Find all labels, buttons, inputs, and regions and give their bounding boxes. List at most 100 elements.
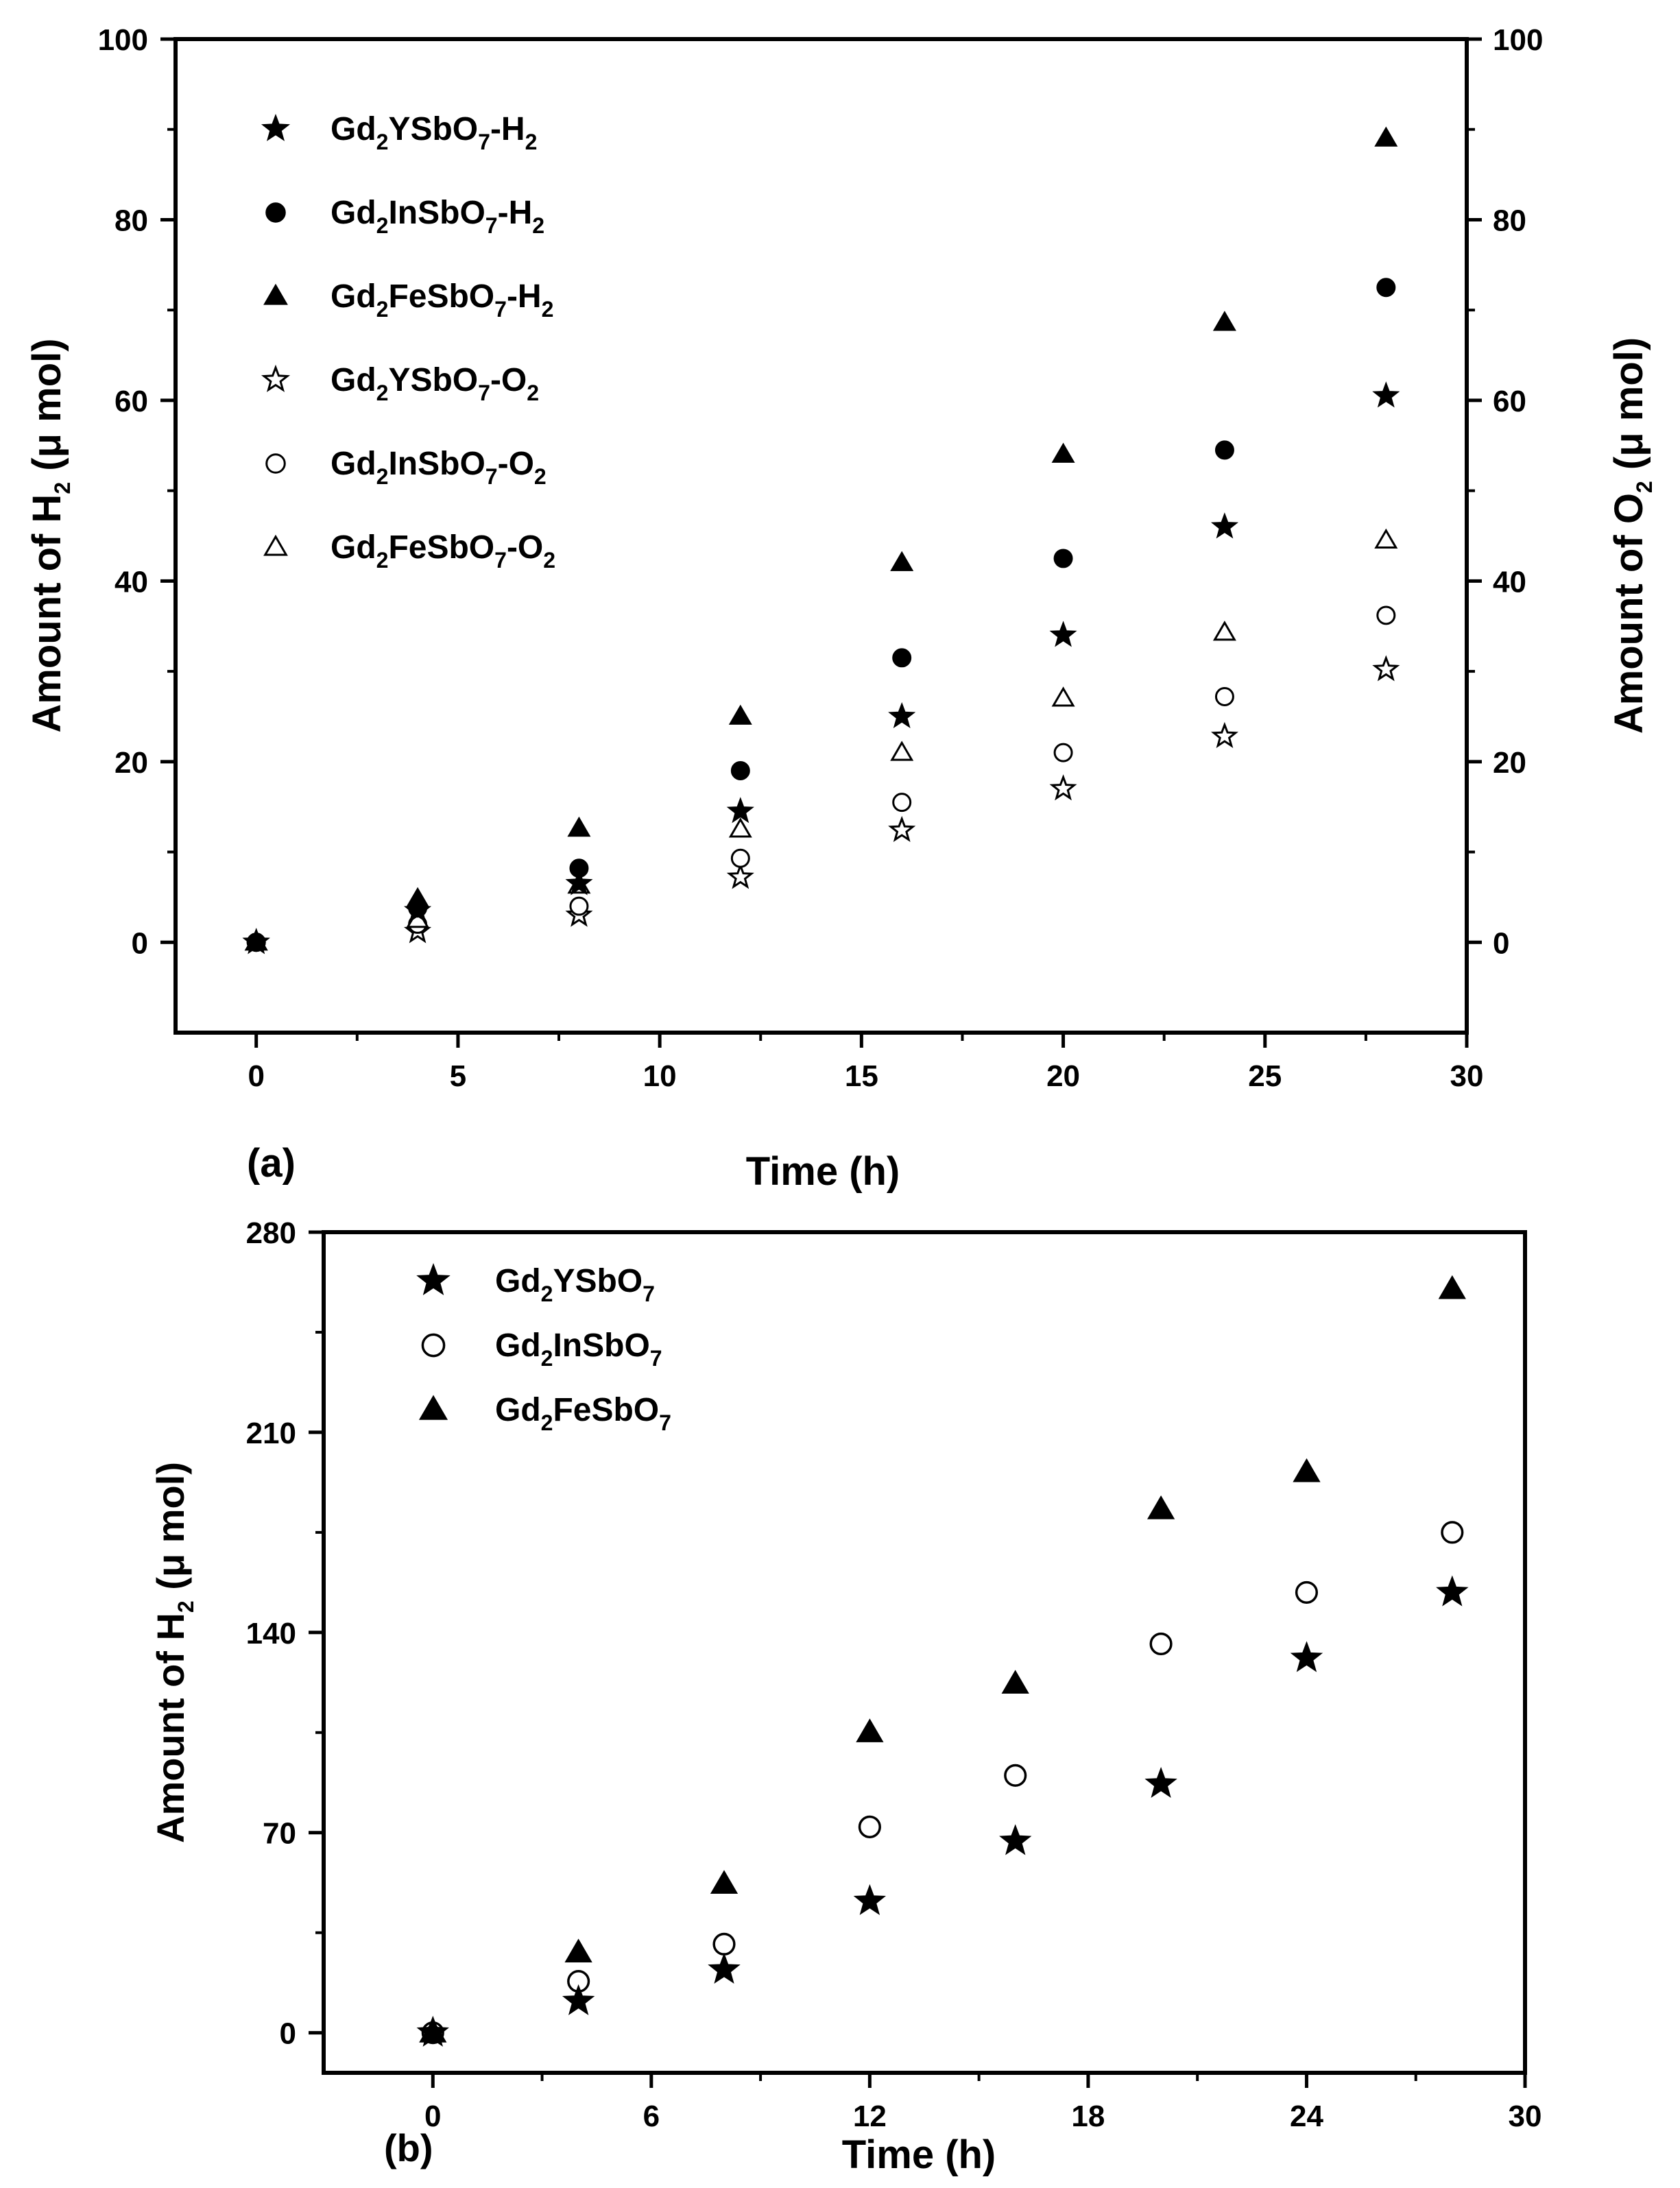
data-points-a <box>242 126 1400 954</box>
legend-marker <box>261 113 291 141</box>
y-axis-title-right-a: Amount of O2 (μ mol) <box>1607 337 1657 734</box>
data-point <box>856 1718 884 1742</box>
y-axis-title-left-b-main: Amount of H <box>149 1613 192 1843</box>
y-right-tick-label: 80 <box>1493 204 1526 237</box>
series-Gd2FeSbO7 <box>419 1275 1466 2043</box>
x-tick-label: 5 <box>450 1059 466 1093</box>
data-point <box>1214 686 1234 706</box>
data-point <box>406 887 430 907</box>
y-tick-label: 100 <box>98 23 148 57</box>
data-point <box>1290 1641 1323 1672</box>
x-axis-ticks-a: 0 5 10 15 20 25 30 <box>248 1033 1483 1093</box>
data-point <box>730 848 750 868</box>
x-tick-label: 0 <box>248 1059 264 1093</box>
series-Gd2InSbO7 <box>421 1521 1464 2045</box>
x-tick-label: 12 <box>853 2100 887 2133</box>
y-axis-title-left-b-sub: 2 <box>173 1600 198 1613</box>
data-point <box>708 1952 741 1984</box>
panel-label-a: (a) <box>247 1141 296 1186</box>
x-tick-label: 25 <box>1248 1059 1282 1093</box>
data-point <box>562 1984 595 2015</box>
x-tick-label: 18 <box>1071 2100 1105 2133</box>
x-tick-label: 0 <box>424 2100 441 2133</box>
x-tick-label: 10 <box>643 1059 677 1093</box>
legend-label: Gd2YSbO7-O2 <box>331 362 539 405</box>
x-axis-ticks-b: 0 6 12 18 24 30 <box>424 2073 1541 2133</box>
plot-frame-a <box>173 37 1469 1035</box>
y-axis-title-left-a-sub: 2 <box>50 482 75 494</box>
data-point <box>1438 1275 1466 1299</box>
x-axis-title-b: Time (h) <box>842 2132 996 2177</box>
data-point <box>892 793 912 813</box>
legend-label: Gd2YSbO7-H2 <box>331 111 537 154</box>
data-point <box>726 863 754 889</box>
y-tick-label: 210 <box>246 1417 296 1450</box>
y-tick-label: 70 <box>263 1817 296 1851</box>
data-point <box>853 1884 887 1915</box>
y-axis-title-right-a-tail: (μ mol) <box>1607 337 1651 481</box>
data-point <box>1051 686 1075 707</box>
data-point <box>858 1815 881 1838</box>
data-point <box>1053 549 1073 568</box>
x-tick-label: 30 <box>1450 1059 1484 1093</box>
data-point <box>890 741 914 761</box>
y-tick-label: 20 <box>115 746 148 780</box>
y-axis-title-left-a-main: Amount of H <box>25 494 69 733</box>
data-point <box>1372 655 1400 682</box>
data-point <box>1212 621 1236 641</box>
x-axis-title-a: Time (h) <box>746 1149 900 1194</box>
legend-marker <box>421 1333 446 1358</box>
data-point <box>728 817 752 838</box>
plot-frame-b <box>322 1230 1527 2075</box>
data-point <box>419 2019 447 2043</box>
legend-label: Gd2FeSbO7-O2 <box>331 529 555 573</box>
data-point <box>564 1938 592 1962</box>
legend-a: Gd2YSbO7-H2 Gd2InSbO7-H2 Gd2FeSbO7-H2 Gd2YS… <box>261 111 555 573</box>
data-point <box>1372 381 1400 408</box>
y-right-tick-label: 20 <box>1493 746 1526 780</box>
data-point <box>1004 1764 1027 1787</box>
data-point <box>1436 1575 1469 1607</box>
x-tick-label: 6 <box>643 2100 660 2133</box>
legend-label: Gd2FeSbO7-H2 <box>331 278 553 322</box>
chart-panel-b: 0 6 12 18 24 30 0 70 140 210 280 Gd2YSbO7 Gd2InSbO… <box>149 1216 1541 2177</box>
y-tick-label: 60 <box>115 385 148 418</box>
data-point <box>1374 126 1398 147</box>
legend-marker <box>416 1263 451 1296</box>
data-point <box>728 704 752 725</box>
y-tick-label: 40 <box>115 565 148 599</box>
data-point <box>1441 1521 1464 1544</box>
data-points-b <box>416 1275 1469 2047</box>
legend-marker <box>261 364 291 392</box>
y-axis-title-right-a-sub: 2 <box>1632 481 1657 493</box>
data-point <box>892 648 912 668</box>
data-point <box>726 797 754 823</box>
data-point <box>569 896 589 916</box>
data-point <box>712 1932 736 1956</box>
data-point <box>567 816 591 837</box>
data-point <box>1049 774 1077 801</box>
y-axis-title-right-a-main: Amount of O <box>1607 493 1651 734</box>
data-point <box>565 869 593 895</box>
x-tick-label: 30 <box>1509 2100 1542 2133</box>
y-right-tick-label: 0 <box>1493 926 1509 960</box>
data-point <box>1210 512 1238 539</box>
legend-label: Gd2InSbO7-H2 <box>331 195 544 238</box>
data-point <box>888 815 916 842</box>
data-point <box>890 551 914 571</box>
data-point <box>569 858 589 878</box>
y-tick-label: 140 <box>246 1617 296 1650</box>
y-axis-title-left-b: Amount of H2 (μ mol) <box>149 1462 198 1843</box>
legend-label: Gd2InSbO7 <box>495 1327 662 1371</box>
legend-marker <box>263 534 288 556</box>
y-tick-label: 280 <box>246 1216 296 1250</box>
legend-b: Gd2YSbO7 Gd2InSbO7 Gd2FeSbO7 <box>416 1263 671 1435</box>
y-right-tick-label: 100 <box>1493 23 1543 57</box>
data-point <box>1293 1458 1321 1482</box>
y-axis-title-left-b-tail: (μ mol) <box>149 1462 192 1600</box>
y-tick-label: 80 <box>115 204 148 237</box>
series-Gd2FeSbO7-H2 <box>244 126 1398 951</box>
y-tick-label: 0 <box>132 926 148 960</box>
data-point <box>1376 278 1396 298</box>
y-axis-title-left-a: Amount of H2 (μ mol) <box>25 338 75 732</box>
